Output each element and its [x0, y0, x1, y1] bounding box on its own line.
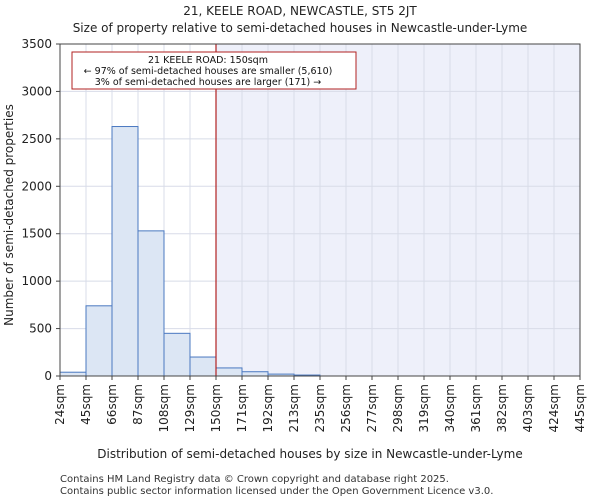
- y-tick-label: 2500: [21, 132, 52, 146]
- x-tick-label-361sqm: 361sqm: [469, 384, 483, 432]
- annotation-line-1: 21 KEELE ROAD: 150sqm: [148, 55, 268, 66]
- y-tick-label: 1500: [21, 227, 52, 241]
- bar-171sqm: [241, 371, 269, 377]
- bar-150sqm: [215, 367, 243, 377]
- x-axis-label: Distribution of semi-detached houses by …: [97, 447, 522, 461]
- annotation-line-2: ← 97% of semi-detached houses are smalle…: [84, 66, 333, 77]
- bar-108sqm: [163, 332, 191, 377]
- y-tick-label: 3000: [21, 84, 52, 98]
- x-tick-label-45sqm: 45sqm: [79, 384, 93, 425]
- x-tick-label-445sqm: 445sqm: [573, 384, 587, 432]
- y-tick-label: 500: [29, 322, 52, 336]
- bar-87sqm: [137, 230, 165, 377]
- x-tick-label-235sqm: 235sqm: [313, 384, 327, 432]
- annotation-line-3: 3% of semi-detached houses are larger (1…: [95, 77, 322, 88]
- x-tick-label-382sqm: 382sqm: [495, 384, 509, 432]
- y-tick-label: 3500: [21, 37, 52, 51]
- x-tick-label-66sqm: 66sqm: [105, 384, 119, 425]
- bar-66sqm: [111, 126, 139, 377]
- x-tick-label-319sqm: 319sqm: [417, 384, 431, 432]
- y-tick-label: 2000: [21, 179, 52, 193]
- bar-45sqm: [85, 305, 113, 377]
- bar-129sqm: [189, 356, 217, 377]
- x-tick-label-256sqm: 256sqm: [339, 384, 353, 432]
- plot-area: 0 500 1000 1500 2000 2500 3000 3500 24sqm 45sqm 66…: [21, 37, 587, 432]
- footer-line1: Contains HM Land Registry data © Crown c…: [60, 474, 449, 485]
- y-tick-label: 0: [44, 369, 52, 383]
- x-tick-label-403sqm: 403sqm: [521, 384, 535, 432]
- x-tick-label-150sqm: 150sqm: [209, 384, 223, 432]
- bar-24sqm: [59, 371, 87, 377]
- chart-title-line1: 21, KEELE ROAD, NEWCASTLE, ST5 2JT: [183, 4, 417, 18]
- chart-title-line2: Size of property relative to semi-detach…: [73, 21, 528, 35]
- x-tick-label-129sqm: 129sqm: [183, 384, 197, 432]
- x-tick-label-24sqm: 24sqm: [53, 384, 67, 425]
- y-axis-label: Number of semi-detached properties: [2, 104, 16, 326]
- x-tick-label-87sqm: 87sqm: [131, 384, 145, 425]
- x-tick-label-192sqm: 192sqm: [261, 384, 275, 432]
- x-tick-label-213sqm: 213sqm: [287, 384, 301, 432]
- x-tick-label-340sqm: 340sqm: [443, 384, 457, 432]
- x-tick-label-277sqm: 277sqm: [365, 384, 379, 432]
- annotation-box: [71, 51, 357, 90]
- y-tick-label: 1000: [21, 274, 52, 288]
- x-tick-label-424sqm: 424sqm: [547, 384, 561, 432]
- x-tick-label-108sqm: 108sqm: [157, 384, 171, 432]
- x-tick-label-171sqm: 171sqm: [235, 384, 249, 432]
- x-tick-label-298sqm: 298sqm: [391, 384, 405, 432]
- footer-line2: Contains public sector information licen…: [60, 486, 493, 497]
